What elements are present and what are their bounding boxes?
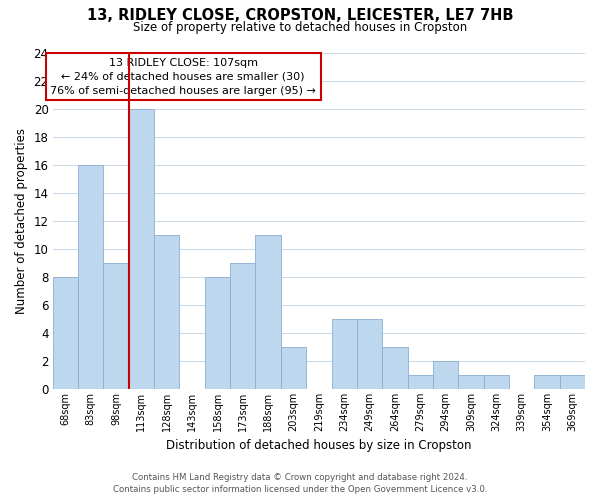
Bar bbox=[407, 375, 433, 389]
Text: Contains HM Land Registry data © Crown copyright and database right 2024.
Contai: Contains HM Land Registry data © Crown c… bbox=[113, 473, 487, 494]
Bar bbox=[256, 235, 281, 389]
Bar bbox=[154, 235, 179, 389]
Bar bbox=[458, 375, 484, 389]
Y-axis label: Number of detached properties: Number of detached properties bbox=[15, 128, 28, 314]
Bar bbox=[332, 319, 357, 389]
Bar bbox=[129, 108, 154, 389]
Bar bbox=[230, 263, 256, 389]
Bar bbox=[78, 164, 103, 389]
Bar bbox=[357, 319, 382, 389]
Bar bbox=[205, 277, 230, 389]
Text: Size of property relative to detached houses in Cropston: Size of property relative to detached ho… bbox=[133, 21, 467, 34]
Bar bbox=[281, 347, 306, 389]
Bar bbox=[382, 347, 407, 389]
Bar bbox=[484, 375, 509, 389]
Bar bbox=[103, 263, 129, 389]
X-axis label: Distribution of detached houses by size in Cropston: Distribution of detached houses by size … bbox=[166, 440, 472, 452]
Bar bbox=[560, 375, 585, 389]
Bar bbox=[433, 361, 458, 389]
Text: 13, RIDLEY CLOSE, CROPSTON, LEICESTER, LE7 7HB: 13, RIDLEY CLOSE, CROPSTON, LEICESTER, L… bbox=[87, 8, 513, 22]
Bar bbox=[535, 375, 560, 389]
Bar bbox=[53, 277, 78, 389]
Text: 13 RIDLEY CLOSE: 107sqm
← 24% of detached houses are smaller (30)
76% of semi-de: 13 RIDLEY CLOSE: 107sqm ← 24% of detache… bbox=[50, 58, 316, 96]
